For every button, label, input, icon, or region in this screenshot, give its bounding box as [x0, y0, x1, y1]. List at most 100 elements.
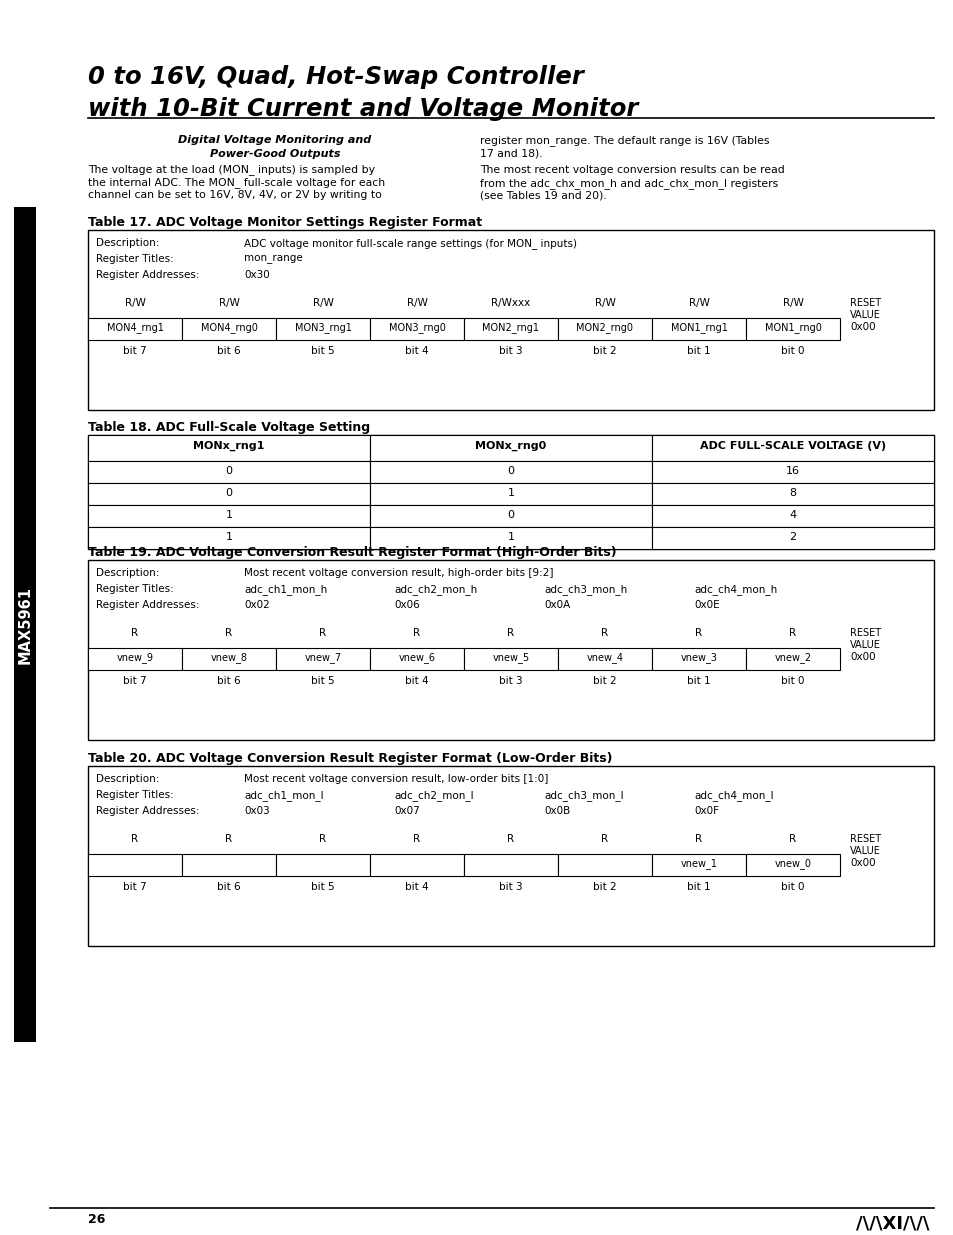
Text: R/W: R/W [125, 298, 145, 308]
Text: Register Titles:: Register Titles: [96, 790, 173, 800]
Bar [88, 435, 933, 550]
Text: register mon_range. The default range is 16V (Tables: register mon_range. The default range is… [479, 135, 769, 146]
Text: Most recent voltage conversion result, high-order bits [9:2]: Most recent voltage conversion result, h… [244, 568, 553, 578]
Text: 1: 1 [225, 510, 233, 520]
Text: Digital Voltage Monitoring and: Digital Voltage Monitoring and [178, 135, 372, 144]
Text: MON1_rng0: MON1_rng0 [763, 322, 821, 333]
Bar [651, 483, 933, 505]
Text: 0: 0 [225, 488, 233, 498]
Text: 0x00: 0x00 [849, 858, 875, 868]
Text: 17 and 18).: 17 and 18). [479, 148, 542, 158]
Text: vnew_4: vnew_4 [586, 652, 623, 663]
Bar [370, 317, 463, 340]
Text: 0x06: 0x06 [394, 600, 419, 610]
Bar [558, 648, 651, 671]
Text: adc_ch1_mon_l: adc_ch1_mon_l [244, 790, 323, 802]
Text: 0: 0 [225, 466, 233, 475]
Text: 0x07: 0x07 [394, 806, 419, 816]
Text: 0x0F: 0x0F [693, 806, 719, 816]
Text: The voltage at the load (MON_ inputs) is sampled by: The voltage at the load (MON_ inputs) is… [88, 164, 375, 175]
Bar [182, 648, 275, 671]
Text: 16: 16 [785, 466, 800, 475]
Bar [88, 853, 182, 876]
Text: bit 7: bit 7 [123, 346, 147, 356]
Text: vnew_2: vnew_2 [774, 652, 811, 663]
Text: 0: 0 [507, 510, 514, 520]
Text: bit 2: bit 2 [593, 346, 617, 356]
Bar [370, 435, 651, 461]
Bar [651, 648, 745, 671]
Bar [88, 317, 182, 340]
Text: 0x0A: 0x0A [543, 600, 570, 610]
Text: mon_range: mon_range [244, 254, 302, 264]
Text: bit 0: bit 0 [781, 346, 804, 356]
Text: vnew_8: vnew_8 [211, 652, 247, 663]
Bar [745, 853, 840, 876]
Bar [370, 483, 651, 505]
Text: 26: 26 [88, 1213, 105, 1226]
Bar [745, 648, 840, 671]
Bar [182, 317, 275, 340]
Text: Most recent voltage conversion result, low-order bits [1:0]: Most recent voltage conversion result, l… [244, 774, 548, 784]
Text: R: R [695, 834, 701, 844]
Text: vnew_7: vnew_7 [304, 652, 341, 663]
Text: bit 3: bit 3 [498, 676, 522, 685]
Text: MON4_rng1: MON4_rng1 [107, 322, 163, 333]
Text: 0x03: 0x03 [244, 806, 270, 816]
Text: bit 4: bit 4 [405, 882, 428, 892]
Text: R: R [413, 629, 420, 638]
Text: vnew_6: vnew_6 [398, 652, 435, 663]
Text: bit 2: bit 2 [593, 676, 617, 685]
Text: R: R [225, 834, 233, 844]
Text: adc_ch4_mon_h: adc_ch4_mon_h [693, 584, 777, 595]
Bar [651, 461, 933, 483]
Text: 1: 1 [507, 488, 514, 498]
Text: bit 3: bit 3 [498, 882, 522, 892]
Text: vnew_9: vnew_9 [116, 652, 153, 663]
Text: bit 6: bit 6 [217, 346, 240, 356]
Text: Register Addresses:: Register Addresses: [96, 600, 199, 610]
Text: bit 4: bit 4 [405, 676, 428, 685]
Text: 0x00: 0x00 [849, 322, 875, 332]
Text: channel can be set to 16V, 8V, 4V, or 2V by writing to: channel can be set to 16V, 8V, 4V, or 2V… [88, 190, 381, 200]
Text: R/Wxxx: R/Wxxx [491, 298, 530, 308]
Bar [88, 230, 933, 410]
Text: R: R [319, 834, 326, 844]
Text: Table 20. ADC Voltage Conversion Result Register Format (Low-Order Bits): Table 20. ADC Voltage Conversion Result … [88, 752, 612, 764]
Text: R/W: R/W [688, 298, 709, 308]
Text: bit 1: bit 1 [686, 346, 710, 356]
Bar [88, 505, 370, 527]
Text: Register Titles:: Register Titles: [96, 584, 173, 594]
Text: with 10-Bit Current and Voltage Monitor: with 10-Bit Current and Voltage Monitor [88, 98, 638, 121]
Text: Description:: Description: [96, 774, 159, 784]
Text: R/W: R/W [313, 298, 334, 308]
Text: R: R [789, 629, 796, 638]
Bar [651, 527, 933, 550]
Text: Power-Good Outputs: Power-Good Outputs [210, 149, 340, 159]
Text: 0x30: 0x30 [244, 270, 270, 280]
Text: bit 6: bit 6 [217, 676, 240, 685]
Text: the internal ADC. The MON_ full-scale voltage for each: the internal ADC. The MON_ full-scale vo… [88, 177, 385, 188]
Bar [275, 648, 370, 671]
Text: bit 1: bit 1 [686, 882, 710, 892]
Text: R: R [319, 629, 326, 638]
Text: 0x02: 0x02 [244, 600, 270, 610]
Bar [88, 435, 370, 461]
Text: Register Titles:: Register Titles: [96, 254, 173, 264]
Text: (see Tables 19 and 20).: (see Tables 19 and 20). [479, 191, 606, 201]
Bar [651, 505, 933, 527]
Bar [88, 527, 370, 550]
Text: 0 to 16V, Quad, Hot-Swap Controller: 0 to 16V, Quad, Hot-Swap Controller [88, 65, 583, 89]
Text: from the adc_chx_mon_h and adc_chx_mon_l registers: from the adc_chx_mon_h and adc_chx_mon_l… [479, 178, 778, 189]
Bar [370, 648, 463, 671]
Text: MONx_rng0: MONx_rng0 [475, 441, 546, 451]
Text: adc_ch4_mon_l: adc_ch4_mon_l [693, 790, 773, 802]
Bar [370, 505, 651, 527]
Text: R: R [789, 834, 796, 844]
Text: MON2_rng0: MON2_rng0 [576, 322, 633, 333]
Text: bit 5: bit 5 [311, 346, 335, 356]
Text: R: R [507, 629, 514, 638]
Text: adc_ch1_mon_h: adc_ch1_mon_h [244, 584, 327, 595]
Text: Register Addresses:: Register Addresses: [96, 270, 199, 280]
Text: MAX5961: MAX5961 [17, 585, 32, 663]
